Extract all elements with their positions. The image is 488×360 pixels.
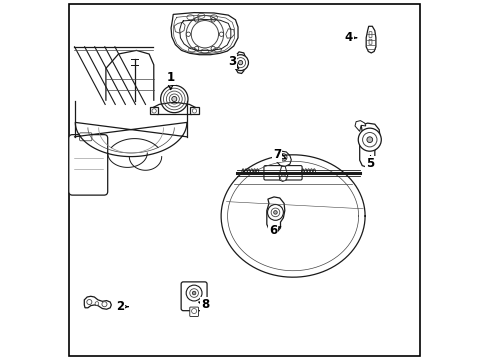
Circle shape — [194, 18, 199, 22]
Polygon shape — [279, 166, 287, 181]
Circle shape — [267, 204, 283, 220]
Circle shape — [270, 208, 279, 217]
Polygon shape — [84, 296, 111, 309]
Circle shape — [366, 158, 373, 165]
Circle shape — [102, 302, 107, 307]
Circle shape — [232, 55, 248, 71]
Circle shape — [211, 46, 215, 51]
Circle shape — [281, 156, 285, 159]
Circle shape — [192, 291, 196, 295]
Polygon shape — [366, 26, 375, 53]
Polygon shape — [276, 151, 291, 166]
Circle shape — [171, 96, 177, 102]
Text: 8: 8 — [199, 298, 208, 311]
Text: 5: 5 — [366, 156, 374, 170]
Circle shape — [366, 137, 372, 143]
Circle shape — [358, 128, 381, 151]
Circle shape — [219, 32, 223, 36]
Circle shape — [194, 46, 199, 51]
Text: 4: 4 — [344, 31, 356, 44]
Polygon shape — [266, 197, 284, 232]
Polygon shape — [235, 52, 245, 73]
Polygon shape — [149, 107, 158, 114]
Text: 1: 1 — [166, 71, 174, 90]
Circle shape — [362, 132, 376, 147]
Circle shape — [280, 175, 285, 181]
Circle shape — [191, 309, 196, 314]
Polygon shape — [354, 121, 365, 131]
Circle shape — [186, 285, 202, 301]
Text: 7: 7 — [272, 148, 285, 161]
Circle shape — [95, 302, 99, 305]
Text: 2: 2 — [116, 300, 128, 313]
FancyBboxPatch shape — [264, 166, 302, 180]
Circle shape — [192, 109, 196, 113]
FancyBboxPatch shape — [69, 135, 107, 195]
FancyBboxPatch shape — [189, 307, 198, 316]
FancyBboxPatch shape — [80, 133, 92, 141]
Polygon shape — [190, 107, 199, 114]
Circle shape — [211, 18, 215, 22]
Circle shape — [235, 58, 245, 68]
FancyBboxPatch shape — [181, 282, 206, 311]
FancyBboxPatch shape — [368, 32, 371, 37]
Circle shape — [273, 211, 277, 214]
Circle shape — [238, 60, 242, 65]
Circle shape — [87, 300, 92, 305]
Text: 3: 3 — [227, 55, 238, 69]
Polygon shape — [153, 103, 195, 114]
Circle shape — [279, 154, 286, 161]
Polygon shape — [359, 123, 380, 167]
Circle shape — [367, 159, 371, 163]
FancyBboxPatch shape — [368, 39, 371, 44]
Circle shape — [152, 109, 156, 113]
Text: 6: 6 — [268, 224, 280, 237]
Circle shape — [189, 289, 198, 297]
Circle shape — [186, 32, 190, 36]
